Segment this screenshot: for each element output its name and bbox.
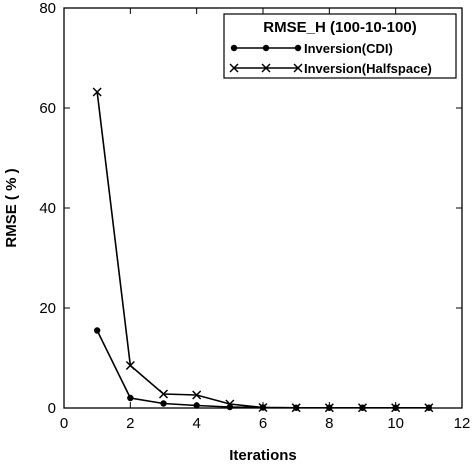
data-point xyxy=(294,44,302,52)
x-tick-label: 6 xyxy=(259,415,267,432)
data-point xyxy=(293,63,303,73)
y-tick-label: 0 xyxy=(48,400,56,417)
data-point xyxy=(125,360,135,371)
data-point xyxy=(230,44,238,52)
legend-entries: Inversion(CDI) Inversion(Halfspace) xyxy=(229,41,432,76)
x-tick-label: 4 xyxy=(192,415,200,432)
y-tick-label: 80 xyxy=(39,0,56,17)
cross-stroke xyxy=(125,360,135,371)
cross-stroke xyxy=(261,63,271,73)
cross-stroke xyxy=(357,403,368,413)
legend-title: RMSE_H (100-10-100) xyxy=(263,19,416,36)
cross-stroke xyxy=(293,63,303,73)
legend-label: Inversion(CDI) xyxy=(304,41,393,56)
x-axis-title: Iterations xyxy=(229,447,297,464)
cross-stroke xyxy=(424,403,434,413)
y-tick-label: 60 xyxy=(39,100,56,117)
legend: RMSE_H (100-10-100) Inversion(CDI)Invers… xyxy=(223,13,457,79)
y-tick-label: 40 xyxy=(39,200,56,217)
data-point xyxy=(229,63,239,73)
data-point xyxy=(324,403,334,413)
data-point xyxy=(93,327,101,334)
data-point xyxy=(193,402,200,409)
y-tick-label: 20 xyxy=(39,300,56,317)
data-point xyxy=(127,394,134,402)
series-cdi xyxy=(93,327,433,411)
series-halfspace xyxy=(92,87,434,413)
cross-stroke xyxy=(324,403,334,413)
data-point xyxy=(192,390,202,400)
x-tick-label: 8 xyxy=(325,415,333,432)
series-line xyxy=(96,330,429,409)
x-tick-label: 10 xyxy=(387,415,404,432)
x-tick-label: 0 xyxy=(60,415,68,432)
data-point xyxy=(225,399,235,409)
data-point xyxy=(258,402,268,413)
data-point xyxy=(357,403,368,413)
legend-entry: Inversion(Halfspace) xyxy=(229,61,432,76)
cross-stroke xyxy=(258,402,268,413)
cross-stroke xyxy=(158,389,169,399)
series-layer xyxy=(92,87,434,413)
cross-stroke xyxy=(92,87,102,97)
x-tick-label: 2 xyxy=(126,415,134,432)
cross-stroke xyxy=(229,63,239,73)
y-axis-title: RMSE ( % ) xyxy=(3,168,20,247)
legend-label: Inversion(Halfspace) xyxy=(304,61,432,76)
data-point xyxy=(158,389,169,399)
data-point xyxy=(160,400,167,407)
data-point xyxy=(424,403,434,413)
cross-stroke xyxy=(391,403,401,413)
cross-stroke xyxy=(192,390,202,400)
x-tick-label: 12 xyxy=(454,415,471,432)
cross-stroke xyxy=(225,399,235,409)
data-point xyxy=(261,63,271,73)
data-point xyxy=(291,403,301,413)
data-point xyxy=(92,87,102,97)
cross-stroke xyxy=(291,403,301,413)
legend-entry: Inversion(CDI) xyxy=(230,41,393,56)
data-point xyxy=(391,403,401,413)
series-line xyxy=(96,91,429,409)
data-point xyxy=(262,44,270,52)
